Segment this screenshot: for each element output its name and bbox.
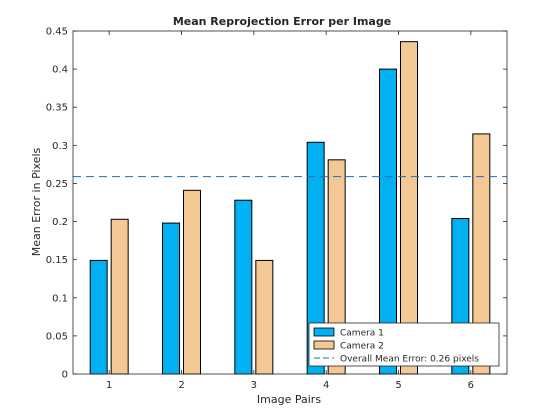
bar-series-2-category-1 bbox=[110, 218, 129, 375]
y-tick-label: 0.25 bbox=[46, 179, 68, 190]
plot-area: 0 0.05 0.1 0.15 0.2 0.25 0.3 0.35 0.4 0.45 1 2 3 4 5 6 bbox=[46, 27, 508, 391]
bar-series-1-category-3 bbox=[234, 199, 253, 375]
bar-series-2-category-3 bbox=[255, 259, 274, 375]
y-tick-label: 0.1 bbox=[52, 293, 68, 304]
x-tick-label: 4 bbox=[323, 380, 329, 391]
legend: Camera 1 Camera 2 Overall Mean Error: 0.26… bbox=[308, 322, 500, 367]
x-tick-label: 6 bbox=[468, 380, 474, 391]
legend-label-series-2: Camera 2 bbox=[340, 342, 384, 352]
y-tick-label: 0.45 bbox=[46, 27, 68, 38]
legend-swatch-series-1 bbox=[313, 327, 335, 337]
y-tick-label: 0.2 bbox=[52, 217, 68, 228]
bar-series-1-category-1 bbox=[89, 259, 108, 375]
x-tick-label: 1 bbox=[106, 380, 112, 391]
y-tick-label: 0.05 bbox=[46, 331, 68, 342]
axes-background bbox=[73, 31, 507, 374]
x-tick-label: 2 bbox=[178, 380, 184, 391]
bar-series-1-category-2 bbox=[162, 222, 180, 375]
chart-title: Mean Reprojection Error per Image bbox=[173, 15, 391, 28]
y-tick-label: 0.15 bbox=[46, 255, 68, 266]
legend-box bbox=[308, 322, 500, 367]
y-tick-label: 0.3 bbox=[52, 141, 68, 152]
y-tick-label: 0.4 bbox=[52, 65, 68, 76]
axes-frame bbox=[72, 30, 508, 375]
y-axis-title: Mean Error in Pixels bbox=[30, 147, 43, 256]
x-axis-title: Image Pairs bbox=[257, 393, 321, 406]
x-tick-label: 5 bbox=[395, 380, 401, 391]
legend-label-reference-line: Overall Mean Error: 0.26 pixels bbox=[340, 355, 479, 365]
y-tick-label: 0.35 bbox=[46, 103, 68, 114]
bar-series-2-category-2 bbox=[183, 189, 201, 375]
y-tick-label: 0 bbox=[62, 370, 68, 381]
x-tick-label: 3 bbox=[251, 380, 257, 391]
legend-label-series-1: Camera 1 bbox=[340, 329, 384, 339]
legend-swatch-series-2 bbox=[313, 340, 335, 350]
